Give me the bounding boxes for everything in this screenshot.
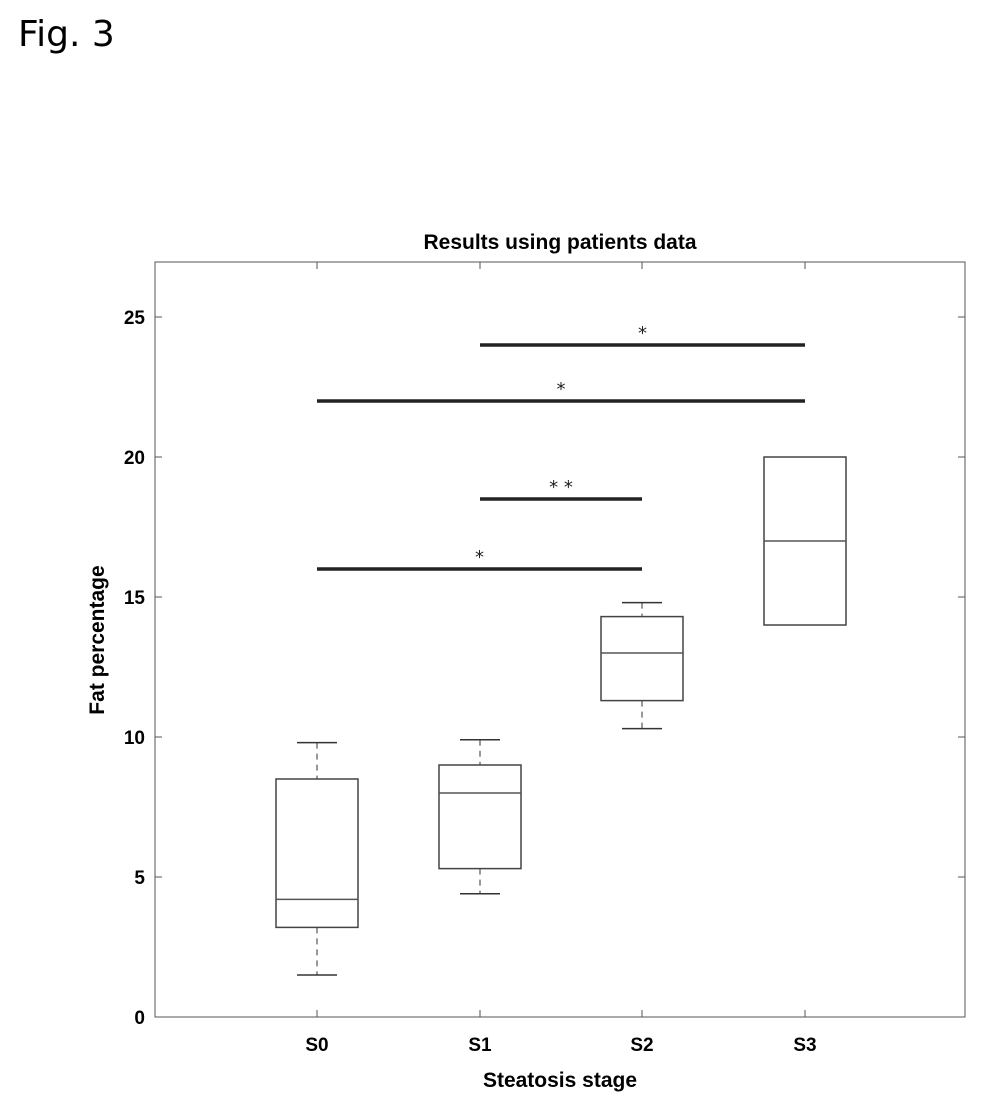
chart-title: Results using patients data xyxy=(423,231,696,254)
box-s1 xyxy=(438,739,522,895)
x-tick-label: S2 xyxy=(630,1035,653,1056)
y-tick-label: 5 xyxy=(134,868,145,889)
x-tick-label: S1 xyxy=(468,1035,492,1056)
y-axis-label: Fat percentage xyxy=(86,565,109,714)
plot-area xyxy=(154,261,966,1018)
x-axis: S0 S1 S2 S3 xyxy=(305,262,817,1056)
y-tick-label: 15 xyxy=(124,588,146,609)
y-tick-label: 0 xyxy=(134,1008,145,1029)
box-s2 xyxy=(600,601,684,730)
box-iqr xyxy=(275,778,359,929)
significance-marker: * * xyxy=(549,477,573,498)
figure-label: Fig. 3 xyxy=(18,14,115,55)
x-tick-label: S3 xyxy=(793,1035,816,1056)
box-iqr xyxy=(438,764,522,870)
y-tick-label: 20 xyxy=(124,448,145,469)
boxes xyxy=(275,456,847,976)
y-tick-label: 25 xyxy=(124,308,146,329)
box-s0 xyxy=(275,741,359,976)
box-s3 xyxy=(763,456,847,626)
y-axis: 0 5 10 15 20 25 xyxy=(124,308,965,1029)
significance-marker: * xyxy=(557,379,566,400)
x-tick-label: S0 xyxy=(305,1035,328,1056)
significance-marker: * xyxy=(475,547,484,568)
significance-marker: * xyxy=(638,323,647,344)
significance-bars: * * * * * xyxy=(317,323,805,571)
x-axis-label: Steatosis stage xyxy=(483,1069,637,1092)
y-tick-label: 10 xyxy=(124,728,145,749)
box-iqr xyxy=(600,615,684,702)
